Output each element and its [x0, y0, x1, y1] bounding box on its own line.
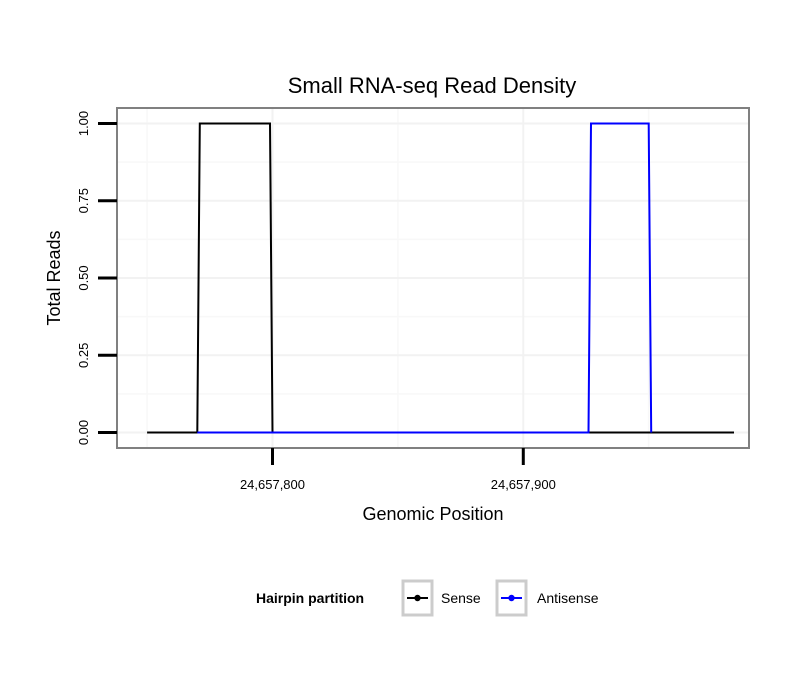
y-tick-label: 0.75	[76, 188, 91, 213]
series-line-antisense	[197, 122, 653, 434]
x-tick-label: 24,657,900	[491, 477, 556, 492]
legend-point-sense	[414, 594, 421, 602]
legend-label-sense: Sense	[441, 590, 481, 606]
y-axis-title: Total Reads	[44, 230, 64, 325]
legend-label-antisense: Antisense	[537, 590, 599, 606]
legend-item-sense: Sense	[401, 579, 481, 617]
legend-item-antisense: Antisense	[495, 579, 599, 617]
legend-title: Hairpin partition	[256, 590, 364, 606]
y-tick-label: 0.25	[76, 343, 91, 368]
y-tick-label: 0.50	[76, 265, 91, 290]
x-tick-label: 24,657,800	[240, 477, 305, 492]
legend: Hairpin partition Sense Antisense	[256, 579, 599, 617]
series-lines	[147, 122, 734, 434]
legend-point-antisense	[508, 594, 515, 602]
x-axis-title: Genomic Position	[362, 504, 503, 524]
y-tick-label: 1.00	[76, 111, 91, 136]
axes: 0.00 0.25 0.50 0.75 1.00 24,657,800 24,657,900	[76, 111, 556, 492]
y-tick-label: 0.00	[76, 420, 91, 445]
chart-title: Small RNA-seq Read Density	[288, 73, 577, 98]
